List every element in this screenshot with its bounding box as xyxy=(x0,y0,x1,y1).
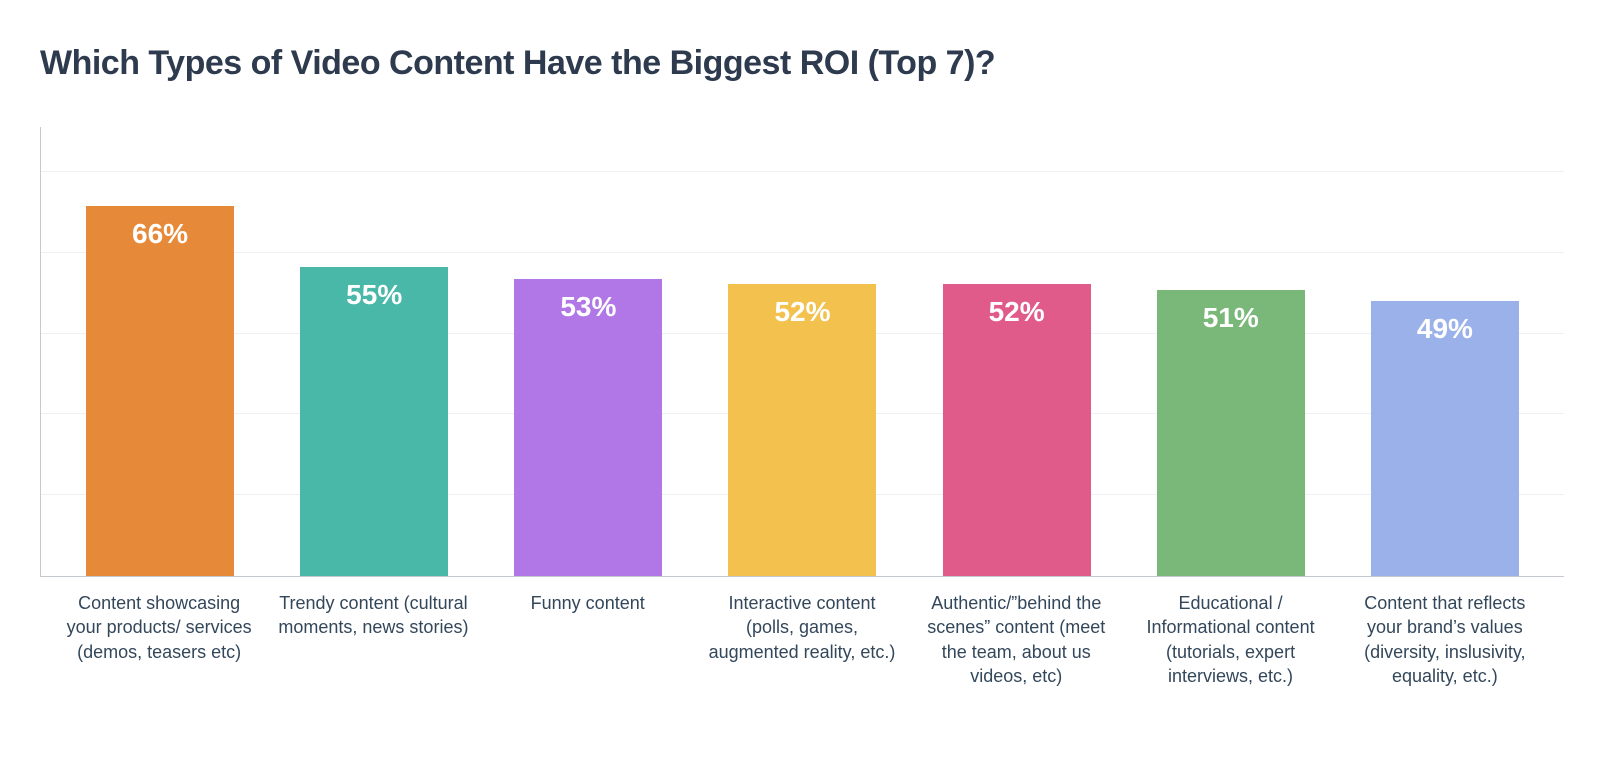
bar: 55% xyxy=(300,267,448,576)
bar: 52% xyxy=(728,284,876,576)
x-axis-label: Content that reflects your brand’s value… xyxy=(1338,591,1552,688)
x-axis: Content showcasing your products/ servic… xyxy=(40,577,1564,688)
chart-title: Which Types of Video Content Have the Bi… xyxy=(40,44,1564,83)
bar-slot: 66% xyxy=(53,127,267,576)
bar-slot: 55% xyxy=(267,127,481,576)
bar-value-label: 55% xyxy=(300,279,448,311)
x-axis-label: Interactive content (polls, games, augme… xyxy=(695,591,909,688)
bar-value-label: 49% xyxy=(1371,313,1519,345)
x-axis-label: Funny content xyxy=(481,591,695,688)
bar: 53% xyxy=(514,279,662,576)
chart-area: 66% 55% 53% 52% 52% 51% 49% Content showcasing… xyxy=(40,127,1564,688)
bars-row: 66% 55% 53% 52% 52% 51% 49% xyxy=(41,127,1564,576)
bar-value-label: 52% xyxy=(943,296,1091,328)
bar-slot: 51% xyxy=(1124,127,1338,576)
bar-value-label: 51% xyxy=(1157,302,1305,334)
x-axis-label: Educational / Informational content (tut… xyxy=(1123,591,1337,688)
bar-slot: 49% xyxy=(1338,127,1552,576)
bar-value-label: 53% xyxy=(514,291,662,323)
bar: 51% xyxy=(1157,290,1305,576)
x-axis-label: Trendy content (cultural moments, news s… xyxy=(266,591,480,688)
x-axis-label: Authentic/”behind the scenes” content (m… xyxy=(909,591,1123,688)
chart-container: Which Types of Video Content Have the Bi… xyxy=(0,0,1604,772)
bar: 52% xyxy=(943,284,1091,576)
x-axis-label: Content showcasing your products/ servic… xyxy=(52,591,266,688)
plot-area: 66% 55% 53% 52% 52% 51% 49% xyxy=(40,127,1564,577)
bar: 49% xyxy=(1371,301,1519,576)
bar-slot: 53% xyxy=(481,127,695,576)
bar-value-label: 52% xyxy=(728,296,876,328)
bar-slot: 52% xyxy=(695,127,909,576)
bar: 66% xyxy=(86,206,234,576)
bar-value-label: 66% xyxy=(86,218,234,250)
bar-slot: 52% xyxy=(910,127,1124,576)
